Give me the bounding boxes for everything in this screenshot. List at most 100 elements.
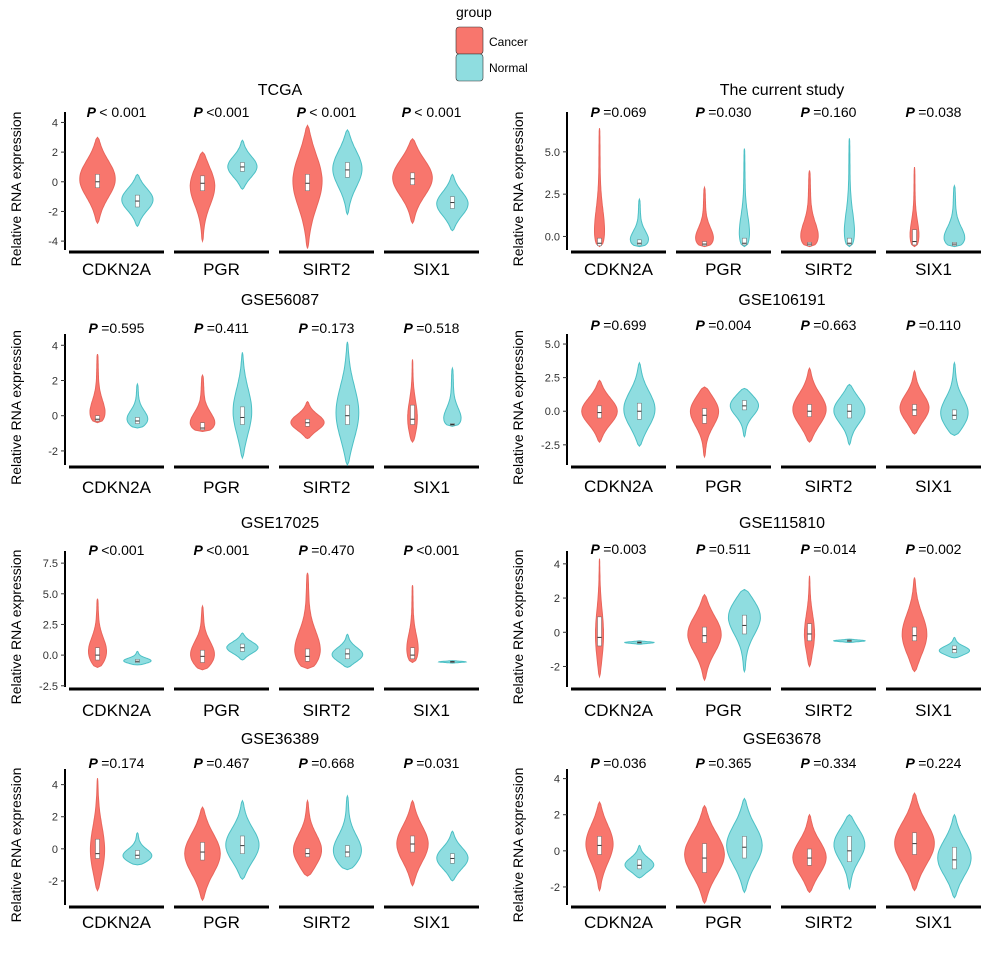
gene-label: CDKN2A [82, 478, 152, 497]
p-symbol: P [906, 317, 919, 333]
gene-label: SIRT2 [303, 260, 351, 279]
panel-title: The current study [720, 82, 845, 99]
normal-boxplot [637, 239, 642, 246]
p-symbol: P [906, 541, 919, 557]
p-value: =0.224 [918, 755, 961, 771]
p-symbol: P [696, 317, 709, 333]
gene-label: PGR [705, 260, 742, 279]
gene-label: SIX1 [915, 477, 952, 496]
y-tick-label: -2 [48, 206, 58, 218]
gene-label: SIRT2 [303, 701, 351, 720]
facet-pgr: PGR P =0.467 [174, 755, 269, 932]
cancer-boxplot [410, 404, 415, 425]
p-value: < 0.001 [309, 104, 356, 120]
facet-pgr: PGR P =0.030 [676, 104, 771, 279]
panels: TCGA Relative RNA expression -4 -2 0 2 4 CDKN2A… [8, 82, 981, 932]
facet-cdkn2a: CDKN2A P =0.174 [69, 755, 164, 932]
gene-label: SIRT2 [303, 913, 351, 932]
p-symbol: P [801, 104, 814, 120]
y-axis-label: Relative RNA expression [8, 768, 24, 923]
gene-label: SIRT2 [805, 477, 853, 496]
y-axis-label: Relative RNA expression [8, 550, 24, 705]
cancer-violin [909, 167, 920, 248]
gene-label: CDKN2A [82, 260, 152, 279]
facet-cdkn2a: CDKN2A P <0.001 [69, 542, 164, 720]
normal-boxplot [742, 400, 747, 411]
y-tick-label: 5.0 [43, 589, 58, 601]
p-symbol: P [801, 755, 814, 771]
legend-title: group [456, 4, 492, 20]
y-tick-label: 2 [52, 147, 58, 159]
p-value: =0.036 [603, 755, 646, 771]
normal-violin [843, 138, 856, 248]
gene-label: SIX1 [915, 260, 952, 279]
panel-title: GSE17025 [241, 515, 319, 532]
p-value: <0.001 [101, 542, 144, 558]
p-value-label: P =0.002 [906, 541, 962, 557]
cancer-boxplot [305, 174, 310, 191]
p-symbol: P [299, 320, 312, 336]
facet-sirt2: SIRT2 P < 0.001 [279, 104, 374, 279]
facet-six1: SIX1 P =0.031 [384, 755, 479, 932]
panel-title: GSE56087 [241, 292, 319, 309]
gene-label: SIRT2 [805, 260, 853, 279]
y-tick-label: 0.0 [545, 406, 560, 418]
p-value: =0.160 [813, 104, 856, 120]
p-value-label: P =0.595 [89, 320, 145, 336]
p-value-label: P =0.110 [906, 317, 961, 333]
p-value-label: P =0.511 [696, 541, 751, 557]
p-value-label: P =0.334 [801, 755, 857, 771]
normal-boxplot [637, 859, 642, 870]
gene-label: PGR [705, 913, 742, 932]
y-axis-label: Relative RNA expression [510, 112, 526, 267]
facet-cdkn2a: CDKN2A P =0.069 [571, 104, 666, 279]
p-symbol: P [906, 104, 919, 120]
normal-violin [629, 197, 650, 248]
gene-label: PGR [203, 478, 240, 497]
y-tick-label: -4 [48, 236, 58, 248]
y-tick-label: 0 [554, 846, 560, 858]
cancer-violin [899, 369, 930, 435]
gene-label: SIX1 [915, 701, 952, 720]
y-tick-label: 2.5 [43, 619, 58, 631]
p-symbol: P [591, 541, 604, 557]
cancer-violin [594, 128, 605, 248]
p-symbol: P [591, 755, 604, 771]
y-tick-label: 4 [52, 780, 58, 792]
normal-boxplot [742, 237, 747, 246]
p-value-label: P <0.001 [194, 542, 250, 558]
legend-swatch-cancer [455, 26, 484, 55]
p-symbol: P [297, 104, 310, 120]
y-tick-label: -2.5 [39, 681, 58, 693]
gene-label: SIX1 [413, 260, 450, 279]
facet-sirt2: SIRT2 P =0.470 [279, 542, 374, 720]
facet-pgr: PGR P <0.001 [174, 104, 269, 279]
normal-violin [232, 352, 253, 460]
y-axis-label: Relative RNA expression [510, 768, 526, 923]
gene-label: CDKN2A [584, 477, 654, 496]
normal-boxplot [240, 835, 245, 854]
cancer-boxplot [597, 237, 602, 247]
cancer-boxplot [95, 838, 100, 859]
cancer-boxplot [95, 647, 100, 661]
legend-label-normal: Normal [489, 61, 528, 75]
normal-boxplot [742, 614, 747, 635]
cancer-boxplot [807, 404, 812, 417]
legend-label-cancer: Cancer [489, 35, 528, 49]
p-value: =0.699 [603, 317, 646, 333]
y-tick-label: 4 [554, 559, 560, 571]
p-value: =0.411 [207, 320, 249, 336]
cancer-violin [89, 778, 106, 892]
p-value: < 0.001 [414, 104, 461, 120]
p-value-label: P =0.038 [906, 104, 962, 120]
facet-sirt2: SIRT2 P =0.014 [781, 541, 876, 720]
p-value: =0.110 [919, 317, 961, 333]
p-value: =0.595 [101, 320, 144, 336]
legend: group Cancer Normal [455, 4, 528, 82]
p-value: < 0.001 [99, 104, 146, 120]
chart-panel-3: GSE56087 Relative RNA expression -2 0 2 4 CDKN… [8, 292, 479, 497]
gene-label: CDKN2A [584, 913, 654, 932]
p-value: =0.334 [813, 755, 856, 771]
y-tick-label: 4 [554, 774, 560, 786]
